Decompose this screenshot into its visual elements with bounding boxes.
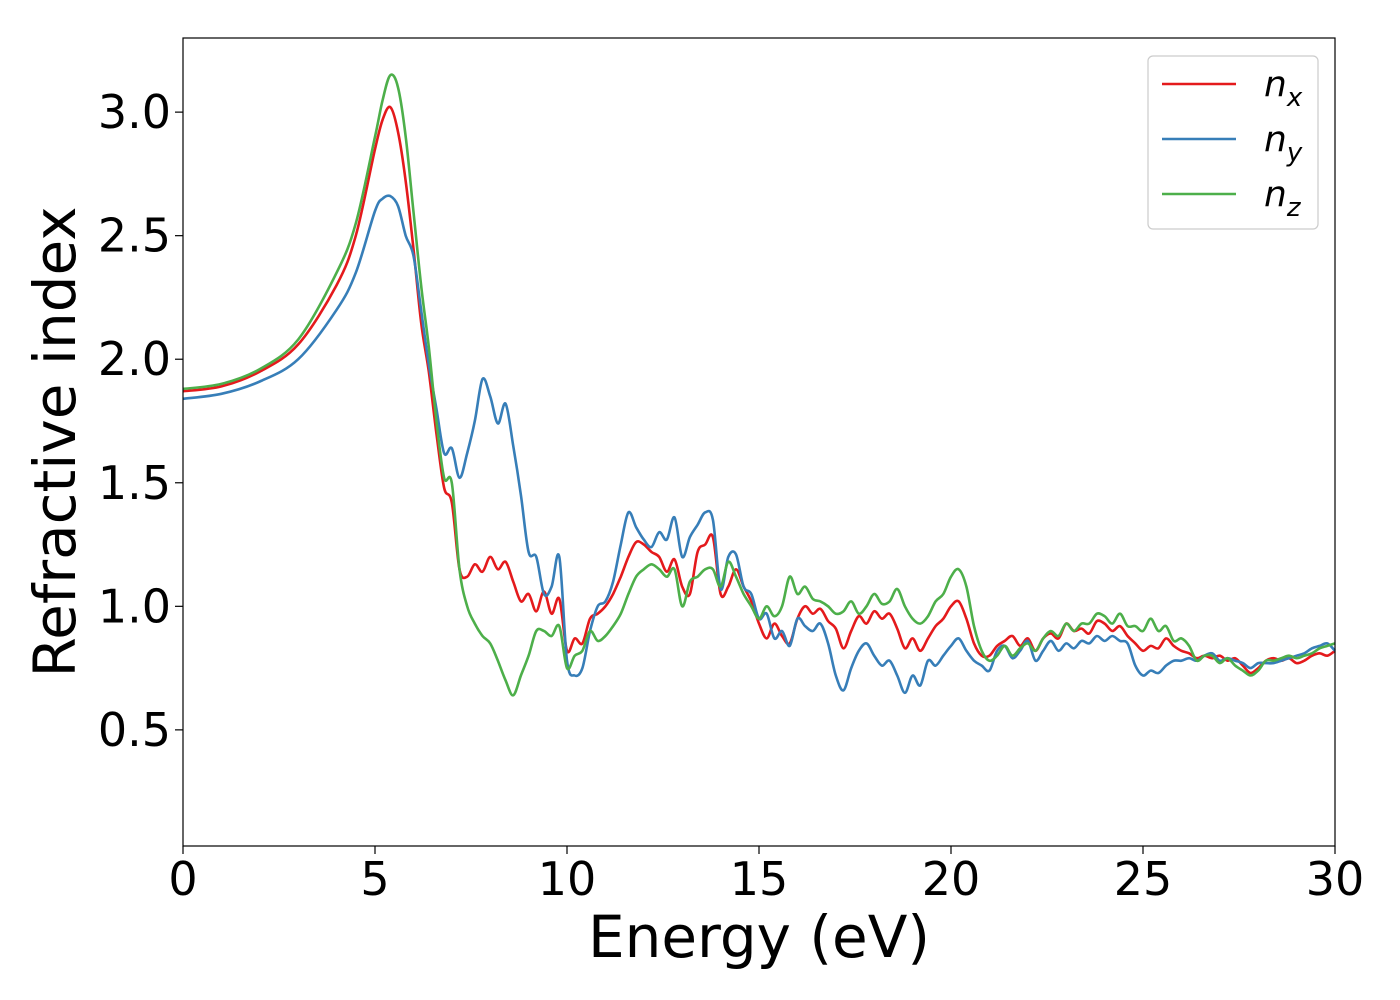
x-tick-label: 5 bbox=[360, 852, 389, 906]
legend-label-nx: nx bbox=[1264, 64, 1303, 113]
series-layer bbox=[182, 73, 1336, 697]
x-tick-label: 20 bbox=[922, 852, 981, 906]
y-tick-label: 3.0 bbox=[98, 85, 171, 139]
series-line-nz bbox=[182, 73, 1336, 697]
x-axis: 0 5 10 15 20 25 30 bbox=[168, 846, 1364, 906]
y-tick-label: 1.5 bbox=[98, 456, 171, 510]
legend: nx ny nz bbox=[1147, 55, 1319, 230]
x-tick-label: 30 bbox=[1306, 852, 1365, 906]
plot-area bbox=[183, 38, 1335, 846]
y-tick-label: 0.5 bbox=[98, 703, 171, 757]
x-tick-label: 10 bbox=[538, 852, 597, 906]
x-tick-label: 15 bbox=[730, 852, 789, 906]
x-axis-label: Energy (eV) bbox=[588, 903, 930, 971]
series-line-nx bbox=[182, 105, 1336, 675]
legend-box bbox=[1147, 55, 1319, 230]
y-tick-label: 2.5 bbox=[98, 209, 171, 263]
y-axis: 0.5 1.0 1.5 2.0 2.5 3.0 bbox=[98, 85, 183, 757]
y-tick-label: 1.0 bbox=[98, 579, 171, 633]
legend-label-nz: nz bbox=[1264, 174, 1302, 223]
x-tick-label: 0 bbox=[168, 852, 197, 906]
legend-label-ny: ny bbox=[1264, 119, 1303, 168]
x-tick-label: 25 bbox=[1114, 852, 1173, 906]
y-tick-label: 2.0 bbox=[98, 332, 171, 386]
series-line-ny bbox=[182, 194, 1336, 695]
y-axis-label: Refractive index bbox=[21, 206, 89, 677]
